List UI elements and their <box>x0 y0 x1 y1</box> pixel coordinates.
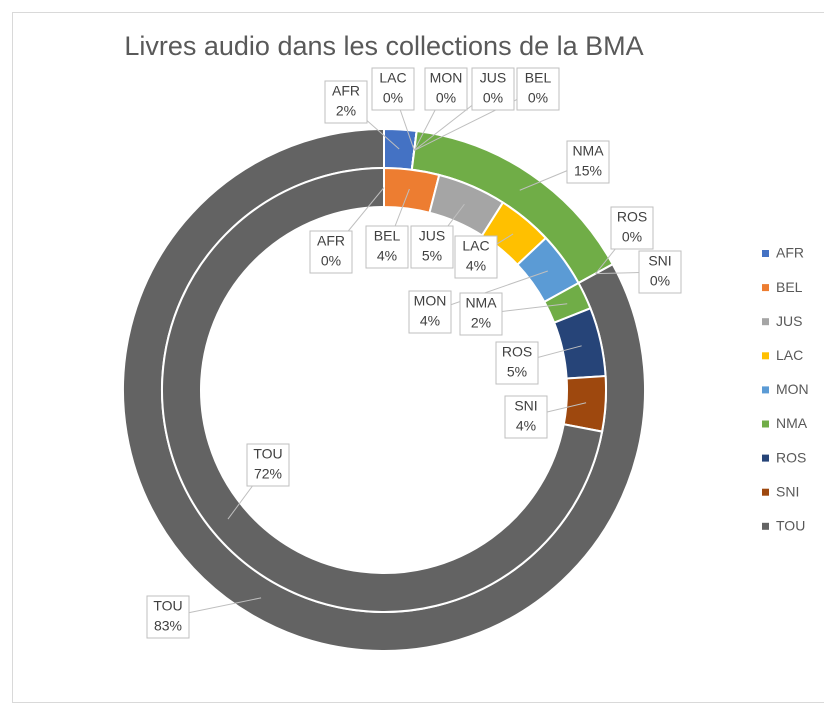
data-label: NMA 2% <box>460 293 502 335</box>
data-label-value: 4% <box>377 248 397 264</box>
data-label: SNI 4% <box>505 396 547 438</box>
data-label-value: 0% <box>483 90 503 106</box>
data-label-category: ROS <box>502 344 532 360</box>
legend-swatch <box>762 352 769 359</box>
data-label-value: 15% <box>574 163 602 179</box>
legend-label: TOU <box>776 518 805 534</box>
data-label-value: 0% <box>622 229 642 245</box>
data-label-category: JUS <box>419 228 445 244</box>
data-label-value: 72% <box>254 466 282 482</box>
data-label-value: 0% <box>436 90 456 106</box>
data-label-value: 0% <box>528 90 548 106</box>
data-label-category: TOU <box>253 446 282 462</box>
doughnut-segment <box>564 376 606 432</box>
legend-swatch <box>762 284 769 291</box>
data-label-category: MON <box>430 70 463 86</box>
data-label-category: TOU <box>153 598 182 614</box>
data-label-value: 83% <box>154 618 182 634</box>
data-label-category: ROS <box>617 209 647 225</box>
legend-swatch <box>762 318 769 325</box>
legend-swatch <box>762 489 769 496</box>
data-label-value: 4% <box>420 313 440 329</box>
data-label: MON 4% <box>409 291 451 333</box>
data-label: JUS 5% <box>411 226 453 268</box>
legend-swatch <box>762 386 769 393</box>
data-label-category: SNI <box>514 398 537 414</box>
data-label-value: 0% <box>650 273 670 289</box>
data-label-value: 5% <box>422 248 442 264</box>
data-label: JUS 0% <box>472 68 514 110</box>
legend-label: JUS <box>776 313 802 329</box>
chart-title: Livres audio dans les collections de la … <box>124 31 643 61</box>
legend-label: AFR <box>776 245 804 261</box>
data-label: NMA 15% <box>567 141 609 183</box>
data-label-value: 4% <box>516 418 536 434</box>
data-label: ROS 5% <box>496 342 538 384</box>
legend-label: NMA <box>776 415 808 431</box>
data-label-value: 0% <box>321 253 341 269</box>
legend-swatch <box>762 523 769 530</box>
legend-label: ROS <box>776 449 806 465</box>
data-label: TOU 83% <box>147 596 189 638</box>
data-label-category: AFR <box>332 83 360 99</box>
legend-swatch <box>762 421 769 428</box>
data-label: LAC 0% <box>372 68 414 110</box>
data-label: TOU 72% <box>247 444 289 486</box>
data-label: BEL 4% <box>366 226 408 268</box>
data-label: ROS 0% <box>611 207 653 249</box>
data-label-value: 2% <box>471 315 491 331</box>
data-label-category: AFR <box>317 233 345 249</box>
data-label-category: BEL <box>374 228 401 244</box>
data-label-category: LAC <box>379 70 406 86</box>
legend-label: MON <box>776 381 809 397</box>
data-label: SNI 0% <box>639 251 681 293</box>
data-label: AFR 2% <box>325 81 367 123</box>
data-label-value: 5% <box>507 364 527 380</box>
data-label: BEL 0% <box>517 68 559 110</box>
data-label-category: NMA <box>572 143 604 159</box>
data-label-value: 0% <box>383 90 403 106</box>
data-label-category: MON <box>414 293 447 309</box>
data-label-category: NMA <box>465 295 497 311</box>
data-label-category: SNI <box>648 253 671 269</box>
data-label-category: BEL <box>525 70 552 86</box>
legend-swatch <box>762 250 769 257</box>
legend-label: BEL <box>776 279 803 295</box>
legend-label: SNI <box>776 483 799 499</box>
data-label: MON 0% <box>425 68 467 110</box>
data-label: LAC 4% <box>455 236 497 278</box>
data-label-value: 4% <box>466 258 486 274</box>
legend-label: LAC <box>776 347 803 363</box>
data-label-category: JUS <box>480 70 506 86</box>
legend-swatch <box>762 455 769 462</box>
data-label: AFR 0% <box>310 231 352 273</box>
data-label-category: LAC <box>462 238 489 254</box>
data-label-value: 2% <box>336 103 356 119</box>
